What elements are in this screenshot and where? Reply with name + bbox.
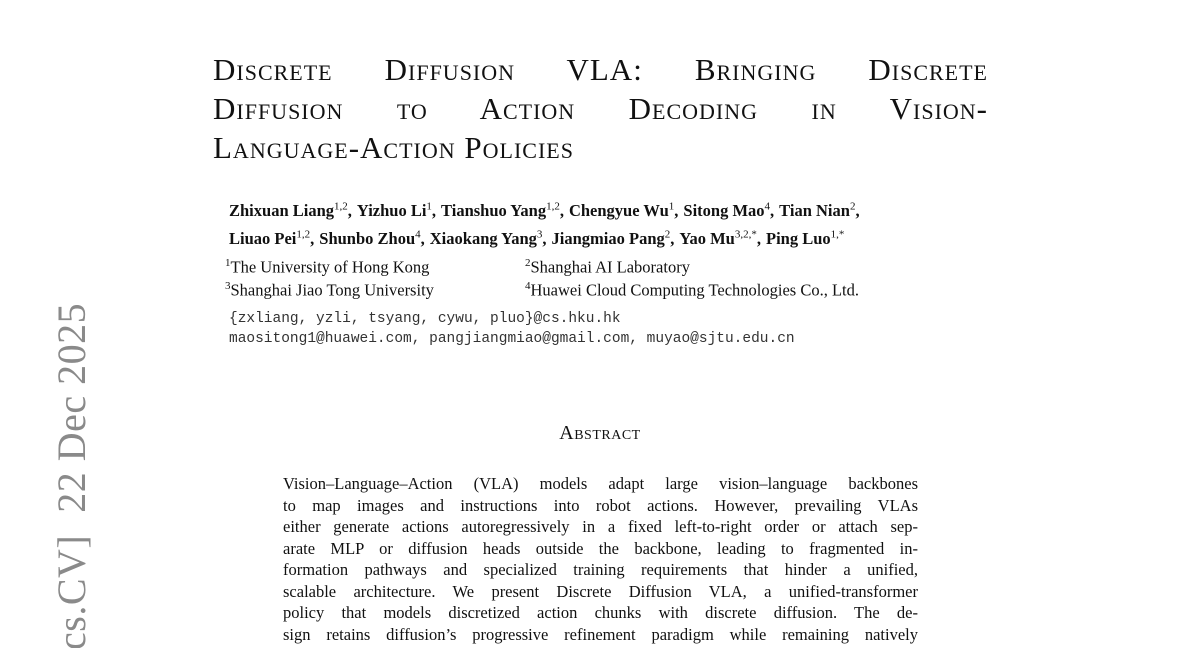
arxiv-date: 22 Dec 2025 — [49, 302, 94, 513]
author-name: Liuao Pei — [229, 228, 297, 248]
author-name: Zhixuan Liang — [229, 200, 335, 220]
abstract-line: to map images and instructions into robo… — [283, 495, 918, 515]
author-name: Tianshuo Yang — [441, 200, 547, 220]
author: Yizhuo Li1 — [356, 200, 436, 220]
abstract-line: arate MLP or diffusion heads outside the… — [283, 538, 918, 558]
affiliation-name: Shanghai Jiao Tong University — [230, 280, 434, 300]
arxiv-category: cs.CV] — [49, 534, 94, 648]
email-line: {zxliang, yzli, tsyang, cywu, pluo}@cs.h… — [229, 311, 621, 327]
title-line: Diffusion to Action Decoding in Vision- — [213, 91, 988, 126]
author-affiliation-mark: 1,2 — [334, 200, 348, 212]
abstract-body: Vision–Language–Action (VLA) models adap… — [283, 473, 918, 645]
affiliation-mark: 3 — [225, 280, 231, 292]
author-name: Ping Luo — [765, 228, 831, 248]
affiliation-name: Huawei Cloud Computing Technologies Co.,… — [530, 280, 860, 300]
author-line: Liuao Pei1,2Shunbo Zhou4Xiaokang Yang3Ji… — [229, 228, 849, 249]
affiliation-name: The University of Hong Kong — [230, 257, 430, 277]
author: Tianshuo Yang1,2 — [441, 200, 564, 220]
author-name: Chengyue Wu — [568, 200, 669, 220]
abstract-line: formation pathways and specialized train… — [283, 560, 918, 579]
affiliation-mark: 2 — [525, 257, 531, 269]
affiliation: 2Shanghai AI Laboratory — [525, 257, 690, 278]
affiliation: 4Huawei Cloud Computing Technologies Co.… — [525, 280, 859, 301]
abstract-line: scalable architecture. We present Discre… — [283, 581, 918, 601]
author: Sitong Mao4 — [683, 200, 774, 220]
title-line: Discrete Diffusion VLA: Bringing Discret… — [213, 52, 988, 87]
abstract-line: sign retains diffusion’s progressive ref… — [283, 624, 918, 644]
author-affiliation-mark: 3 — [536, 228, 543, 240]
author-affiliation-mark: 4 — [764, 200, 771, 212]
author-affiliation-mark: 2 — [849, 200, 856, 212]
author: Shunbo Zhou4 — [319, 228, 425, 248]
author: Ping Luo1,* — [765, 228, 845, 248]
author-affiliation-mark: 1 — [426, 200, 432, 212]
title: Discrete Diffusion VLA: Bringing Discret… — [213, 50, 988, 167]
affiliation: 1The University of Hong Kong — [225, 257, 429, 278]
author: Zhixuan Liang1,2 — [229, 200, 352, 220]
author-affiliation-mark: 4 — [415, 228, 421, 240]
author-name: Shunbo Zhou — [319, 228, 416, 248]
affiliation-mark: 1 — [225, 257, 231, 269]
author-name: Yao Mu — [679, 228, 735, 248]
author-affiliation-mark: 1,2 — [296, 228, 311, 240]
author-affiliation-mark: 1,* — [830, 228, 845, 240]
affiliation: 3Shanghai Jiao Tong University — [225, 280, 434, 301]
abstract-line: either generate actions autoregressively… — [283, 517, 918, 536]
author: Xiaokang Yang3 — [429, 228, 547, 248]
title-line: Language-Action Policies — [213, 130, 574, 165]
author-name: Xiaokang Yang — [429, 228, 537, 248]
author-name: Sitong Mao — [683, 200, 765, 220]
author: Jiangmiao Pang2 — [551, 228, 675, 248]
email-line: maositong1@huawei.com, pangjiangmiao@gma… — [229, 331, 795, 347]
author-affiliation-mark: 1 — [668, 200, 675, 212]
author: Chengyue Wu1 — [568, 200, 678, 220]
abstract-line: Vision–Language–Action (VLA) models adap… — [283, 474, 918, 493]
arxiv-stamp: cs.CV] 22 Dec 2025 — [48, 303, 95, 648]
author-name: Jiangmiao Pang — [551, 228, 665, 248]
author-affiliation-mark: 3,2,* — [734, 228, 757, 240]
author-affiliation-mark: 1,2 — [546, 200, 560, 212]
author-affiliation-mark: 2 — [664, 228, 671, 240]
abstract-heading: Abstract — [559, 422, 641, 444]
author: Liuao Pei1,2 — [229, 228, 314, 248]
author-line: Zhixuan Liang1,2Yizhuo Li1Tianshuo Yang1… — [229, 200, 865, 221]
author: Tian Nian2 — [779, 200, 859, 220]
affiliation-mark: 4 — [525, 280, 531, 292]
abstract-line: policy that models discretized action ch… — [283, 603, 918, 622]
affiliation-name: Shanghai AI Laboratory — [530, 257, 690, 277]
author: Yao Mu3,2,* — [679, 228, 761, 248]
author-name: Yizhuo Li — [356, 200, 427, 220]
author-name: Tian Nian — [779, 200, 850, 220]
